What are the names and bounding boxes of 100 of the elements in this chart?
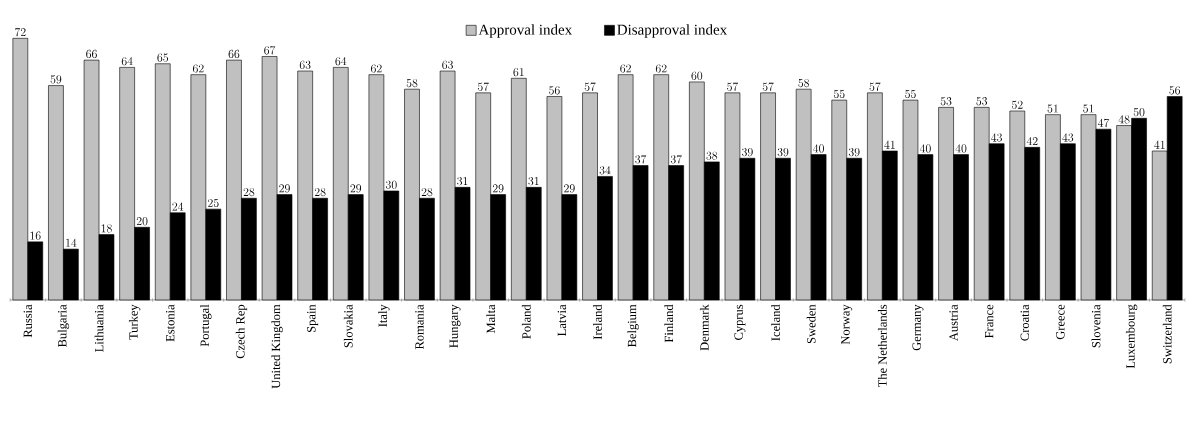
data-label: 28 bbox=[314, 187, 326, 197]
data-label: 39 bbox=[777, 148, 789, 157]
data-label: 55 bbox=[833, 89, 845, 99]
x-tick-label: Poland bbox=[521, 304, 531, 339]
data-label: 62 bbox=[371, 64, 382, 73]
data-label: 61 bbox=[513, 68, 524, 77]
x-tick-label: Luxembourg bbox=[1125, 304, 1138, 369]
data-label: 51 bbox=[1047, 104, 1058, 113]
x-tick-label: Croatia bbox=[1020, 304, 1029, 341]
x-tick-label: Sweden bbox=[806, 304, 816, 344]
data-label: 57 bbox=[762, 82, 774, 91]
data-label: 18 bbox=[101, 224, 112, 233]
x-tick-label: Ireland bbox=[593, 304, 602, 340]
data-label: 43 bbox=[1062, 133, 1074, 142]
x-tick-label: Estonia bbox=[166, 304, 175, 342]
x-tick-label: Portugal bbox=[200, 304, 212, 347]
data-label: 20 bbox=[136, 217, 148, 226]
data-label: 62 bbox=[620, 64, 631, 73]
data-label: 67 bbox=[264, 46, 276, 55]
data-label: 24 bbox=[172, 202, 184, 211]
x-tick-label: United Kingdom bbox=[271, 304, 283, 389]
data-label: 47 bbox=[1097, 118, 1110, 128]
data-label: 66 bbox=[228, 49, 240, 59]
x-tick-label: Malta bbox=[486, 304, 496, 334]
x-tick-label: The Netherlands bbox=[877, 304, 887, 388]
data-label: 29 bbox=[350, 184, 362, 193]
data-label: 52 bbox=[1012, 100, 1023, 109]
data-label: 57 bbox=[869, 82, 881, 91]
data-label: 40 bbox=[813, 144, 824, 153]
data-label: 60 bbox=[691, 71, 703, 80]
data-label: 66 bbox=[86, 49, 97, 59]
data-label: 30 bbox=[385, 180, 397, 189]
data-label: 29 bbox=[564, 184, 575, 193]
data-label: 29 bbox=[492, 184, 504, 193]
x-tick-label: Greece bbox=[1056, 304, 1065, 340]
x-tick-label: Austria bbox=[949, 304, 958, 342]
x-tick-label: Hungary bbox=[449, 304, 461, 348]
data-label: 16 bbox=[30, 231, 41, 240]
data-label: 57 bbox=[727, 82, 739, 91]
legend-label: Disapproval index bbox=[617, 24, 727, 38]
data-label: 48 bbox=[1118, 115, 1130, 124]
x-tick-label: Cyprus bbox=[734, 304, 746, 340]
data-label: 58 bbox=[406, 78, 418, 88]
data-label: 57 bbox=[584, 82, 596, 91]
data-label: 38 bbox=[706, 151, 718, 160]
x-tick-label: Iceland bbox=[771, 304, 780, 341]
x-tick-label: France bbox=[985, 304, 994, 339]
data-label: 53 bbox=[976, 97, 988, 106]
data-label: 64 bbox=[121, 57, 133, 66]
data-label: 40 bbox=[919, 144, 931, 153]
data-label: 57 bbox=[477, 82, 489, 91]
x-tick-label: Norway bbox=[841, 304, 853, 345]
data-label: 41 bbox=[1154, 140, 1165, 149]
data-label: 28 bbox=[243, 187, 255, 197]
x-tick-label: Slovakia bbox=[343, 304, 353, 348]
x-tick-label: Germany bbox=[912, 304, 924, 351]
data-label: 31 bbox=[457, 177, 468, 186]
data-label: 43 bbox=[991, 133, 1002, 142]
data-label: 50 bbox=[1133, 108, 1145, 117]
x-tick-label: Spain bbox=[307, 304, 319, 332]
data-label: 37 bbox=[635, 155, 647, 164]
data-label: 62 bbox=[655, 64, 667, 73]
data-label: 59 bbox=[50, 75, 62, 84]
data-label: 72 bbox=[15, 27, 26, 37]
data-label: 53 bbox=[940, 97, 952, 106]
data-label: 34 bbox=[599, 166, 611, 175]
data-label: 31 bbox=[528, 177, 539, 186]
x-tick-label: Finland bbox=[664, 304, 674, 343]
x-tick-label: Latvia bbox=[557, 304, 567, 336]
data-label: 41 bbox=[884, 140, 895, 149]
data-label: 64 bbox=[335, 57, 347, 66]
data-label: 55 bbox=[905, 89, 916, 99]
x-tick-label: Czech Rep bbox=[235, 304, 248, 359]
data-label: 42 bbox=[1026, 136, 1038, 146]
data-label: 62 bbox=[192, 64, 204, 73]
data-label: 28 bbox=[421, 187, 433, 197]
x-tick-label: Switzerland bbox=[1162, 304, 1172, 364]
data-label: 40 bbox=[955, 144, 967, 153]
data-label: 39 bbox=[742, 148, 753, 157]
data-label: 56 bbox=[1169, 86, 1181, 95]
data-label: 37 bbox=[670, 155, 682, 164]
x-tick-label: Italy bbox=[378, 304, 390, 327]
x-tick-label: Russia bbox=[23, 304, 32, 338]
data-label: 14 bbox=[66, 238, 77, 247]
data-label: 63 bbox=[299, 60, 311, 69]
x-tick-label: Lithuania bbox=[94, 304, 104, 352]
x-tick-label: Belgium bbox=[627, 304, 639, 348]
data-label: 63 bbox=[442, 60, 453, 69]
data-label: 58 bbox=[798, 78, 810, 88]
x-tick-label: Bulgaria bbox=[57, 304, 70, 348]
data-label: 65 bbox=[157, 53, 169, 62]
data-label: 25 bbox=[208, 198, 219, 208]
x-tick-label: Slovenia bbox=[1091, 304, 1101, 348]
x-tick-label: Romania bbox=[415, 304, 424, 350]
x-tick-label: Denmark bbox=[699, 304, 709, 351]
legend-label: Approval index bbox=[478, 24, 572, 38]
data-label: 56 bbox=[549, 86, 560, 95]
x-tick-label: Turkey bbox=[128, 304, 141, 340]
data-label: 39 bbox=[848, 148, 860, 157]
data-label: 51 bbox=[1083, 104, 1094, 113]
